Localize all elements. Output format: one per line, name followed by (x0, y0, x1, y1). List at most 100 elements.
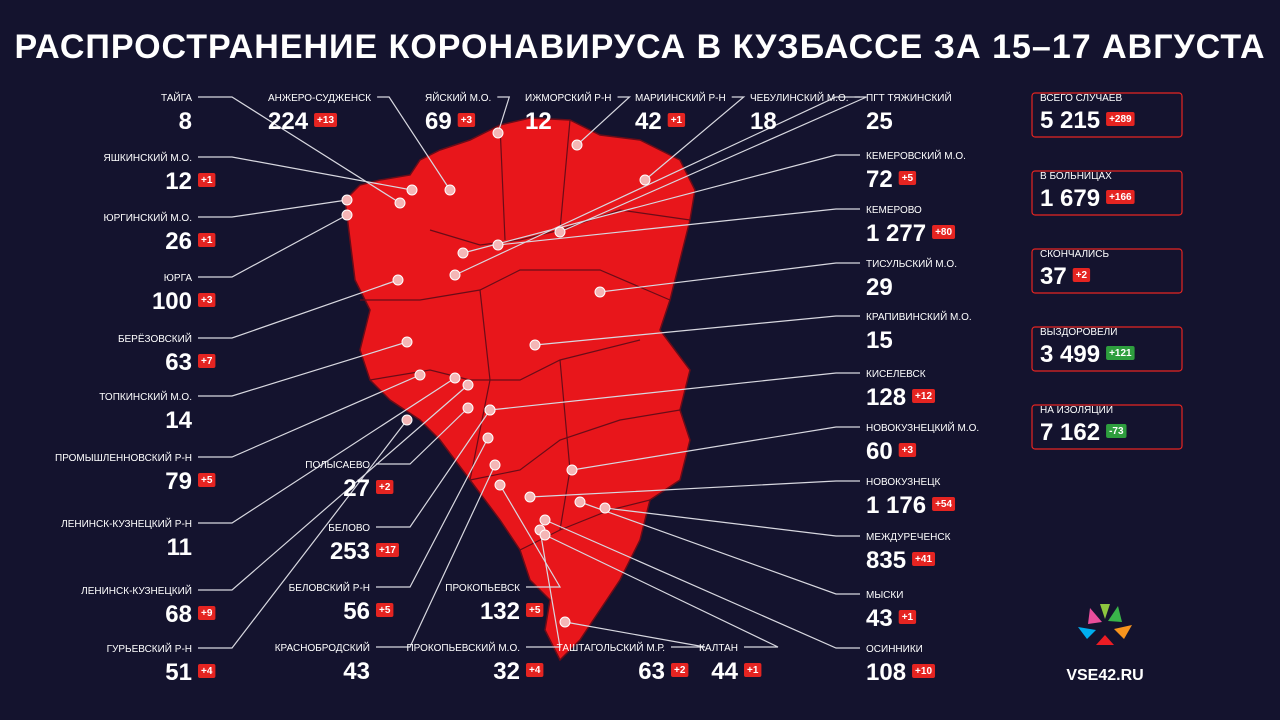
region-name: ТАШТАГОЛЬСКИЙ М.Р. (557, 641, 665, 654)
region-dot (599, 502, 611, 514)
region-name: ЛЕНИНСК-КУЗНЕЦКИЙ Р-Н (61, 517, 192, 530)
region-name: ЮРГИНСКИЙ М.О. (104, 211, 192, 224)
region-name: ТАЙГА (161, 91, 192, 104)
region-count: 56 (343, 598, 370, 625)
delta-label: +1 (671, 115, 683, 126)
delta-badge (912, 552, 936, 566)
leader-lines (198, 96, 867, 649)
delta-badge (671, 663, 689, 677)
region-name: КИСЕЛЕВСК (866, 369, 926, 380)
region-dot (574, 496, 586, 508)
leader-line (497, 96, 511, 134)
region-dot (524, 491, 536, 503)
region-dot (594, 286, 606, 298)
map (344, 117, 696, 662)
region-name: КЕМЕРОВСКИЙ М.О. (866, 149, 966, 162)
region-count: 44 (711, 658, 738, 685)
delta-label: +5 (379, 605, 391, 616)
delta-badge (376, 480, 394, 494)
delta-badge (898, 610, 917, 624)
region-dot (401, 336, 413, 348)
delta-label: +12 (915, 391, 932, 402)
region-dot (554, 226, 566, 238)
region-dot (492, 127, 504, 139)
delta-badge (526, 663, 544, 677)
delta-label: +80 (935, 227, 952, 238)
delta-label: +2 (1076, 270, 1088, 281)
stat-value: 1 679 (1040, 185, 1100, 212)
leader-line (534, 315, 860, 346)
delta-label: +1 (201, 175, 213, 186)
region-name: НОВОКУЗНЕЦК (866, 477, 941, 488)
delta-badge (198, 173, 216, 187)
delta-badge (1106, 112, 1135, 126)
leader-line (489, 372, 860, 411)
delta-label: +1 (201, 235, 213, 246)
region-dot (571, 139, 583, 151)
region-dot (494, 479, 506, 491)
leader-line (198, 341, 408, 397)
delta-label: -73 (1109, 426, 1124, 437)
delta-label: +54 (935, 499, 952, 510)
region-dot (539, 514, 551, 526)
region-name: КРАПИВИНСКИЙ М.О. (866, 310, 972, 323)
delta-label: +7 (201, 356, 213, 367)
region-name: МЕЖДУРЕЧЕНСК (866, 532, 951, 543)
delta-badge (932, 225, 956, 239)
region-dot (539, 529, 551, 541)
delta-label: +4 (529, 665, 541, 676)
region-dot (341, 194, 353, 206)
region-dot (559, 616, 571, 628)
stat-value: 7 162 (1040, 419, 1100, 446)
delta-badge (898, 443, 917, 457)
region-name: ПГТ ТЯЖИНСКИЙ (866, 91, 952, 104)
region-name: ЮРГА (164, 273, 193, 284)
leader-line (544, 519, 860, 649)
delta-label: +5 (902, 173, 914, 184)
stat-label: В БОЛЬНИЦАХ (1040, 171, 1112, 182)
leader-line (579, 501, 860, 595)
delta-label: +289 (1109, 114, 1132, 125)
region-count: 51 (165, 659, 192, 686)
region-count: 132 (480, 598, 520, 625)
delta-badge (198, 293, 216, 307)
delta-badge (376, 543, 399, 557)
leader-line (198, 374, 421, 458)
region-count: 835 (866, 547, 906, 574)
region-dot (401, 414, 413, 426)
region-name: ТОПКИНСКИЙ М.О. (99, 390, 192, 403)
logo-text: VSE42.RU (1066, 667, 1143, 684)
region-name: ПРОКОПЬЕВСКИЙ М.О. (406, 641, 520, 654)
region-count: 42 (635, 108, 662, 135)
leader-line (497, 208, 860, 246)
leader-line (198, 279, 399, 339)
delta-badge (912, 389, 936, 403)
delta-label: +13 (317, 115, 334, 126)
region-dot (394, 197, 406, 209)
stat-value: 5 215 (1040, 107, 1100, 134)
region-name: ПРОКОПЬЕВСК (445, 583, 520, 594)
delta-badge (198, 473, 216, 487)
leader-line (499, 484, 562, 588)
delta-label: +41 (915, 554, 932, 565)
region-count: 29 (866, 274, 893, 301)
delta-label: +3 (461, 115, 473, 126)
leader-line (198, 199, 348, 218)
leader-line (198, 384, 469, 591)
delta-badge (526, 603, 544, 617)
delta-label: +5 (529, 605, 541, 616)
region-count: 253 (330, 538, 370, 565)
delta-badge (898, 171, 917, 185)
region-name: БЕЛОВСКИЙ Р-Н (289, 581, 370, 594)
leader-line (376, 464, 496, 648)
leader-line (198, 214, 348, 278)
region-count: 11 (167, 534, 192, 561)
delta-badge (198, 664, 216, 678)
delta-label: +5 (201, 475, 213, 486)
leader-line (376, 409, 491, 528)
delta-badge (932, 497, 956, 511)
delta-badge (457, 113, 476, 127)
leader-line (198, 377, 456, 524)
delta-badge (744, 663, 762, 677)
